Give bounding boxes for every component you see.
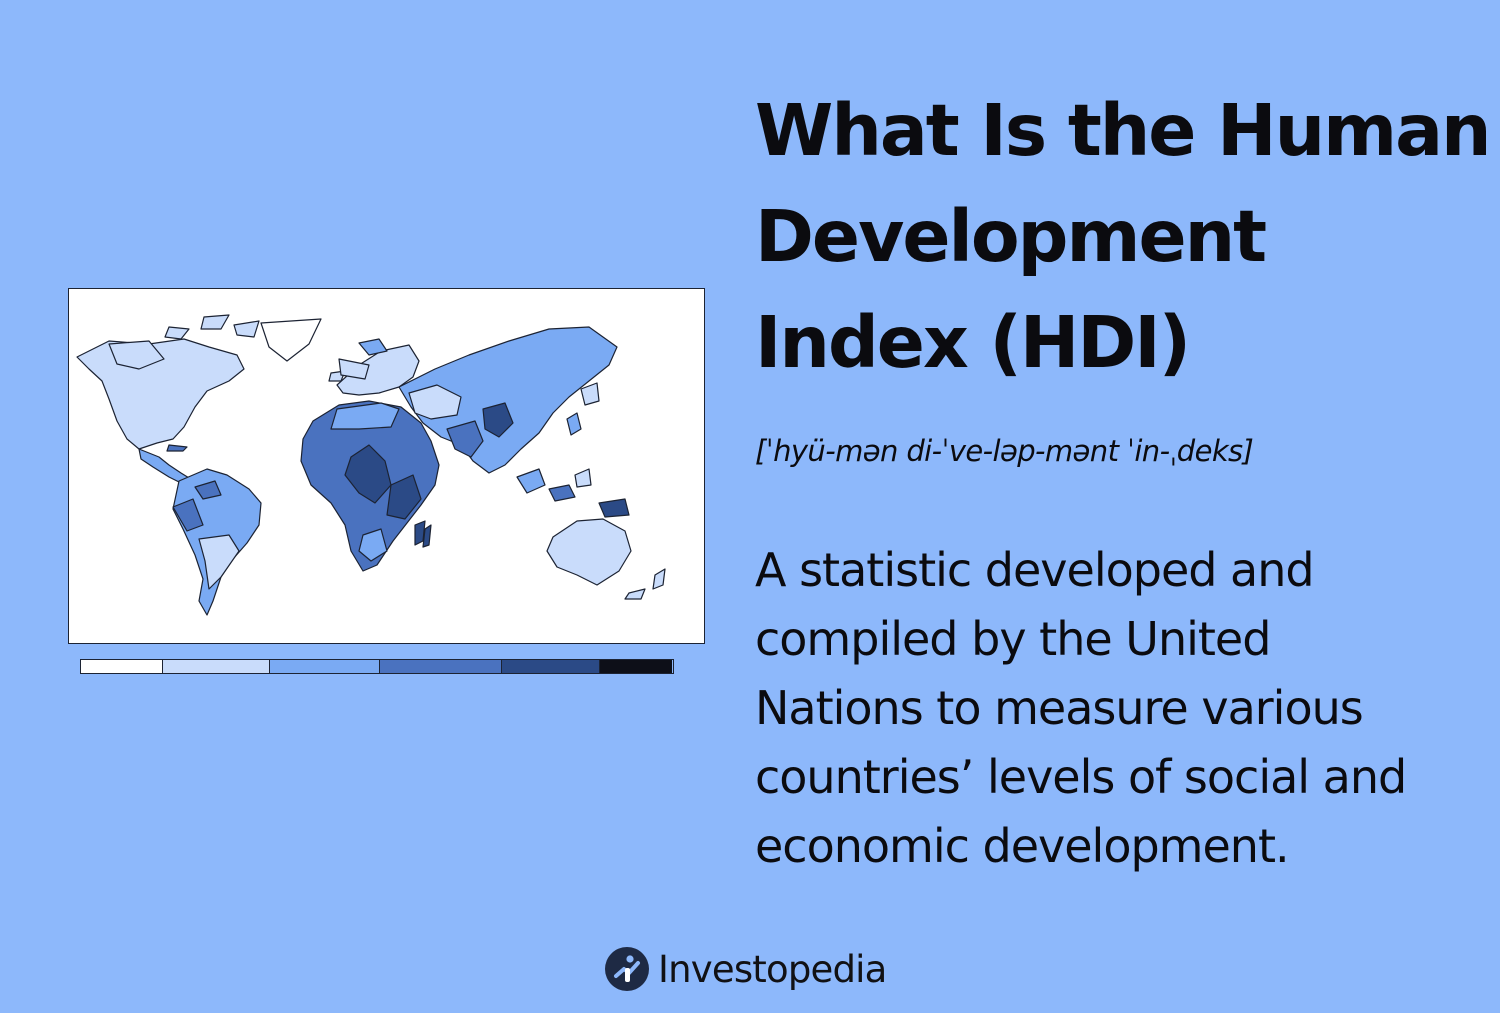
brand-name: Investopedia: [658, 947, 887, 991]
definition-line: economic development.: [755, 819, 1290, 873]
title-line: Development: [755, 195, 1267, 278]
legend-segment: [270, 660, 380, 673]
definition-line: countries’ levels of social and: [755, 750, 1407, 804]
title-line: What Is the Human: [755, 89, 1492, 172]
definition-text: A statistic developed and compiled by th…: [755, 536, 1490, 881]
pronunciation: [ˈhyü-mən di-ˈve-ləp-mənt ˈin-ˌdeks]: [755, 434, 1254, 468]
legend-segment: [380, 660, 502, 673]
legend-segment: [502, 660, 600, 673]
definition-line: Nations to measure various: [755, 681, 1364, 735]
definition-line: A statistic developed and: [755, 543, 1315, 597]
hdi-legend-bar: [80, 659, 674, 674]
legend-segment: [600, 660, 672, 673]
world-map-icon: [76, 314, 666, 616]
brand-logo: Investopedia: [604, 946, 887, 992]
investopedia-logo-icon: [605, 947, 649, 991]
legend-segment: [81, 660, 163, 673]
definition-line: compiled by the United: [755, 612, 1271, 666]
world-map-illustration: [68, 288, 705, 644]
page-title: What Is the Human Development Index (HDI…: [755, 78, 1492, 396]
legend-segment: [163, 660, 270, 673]
title-line: Index (HDI): [755, 301, 1191, 384]
